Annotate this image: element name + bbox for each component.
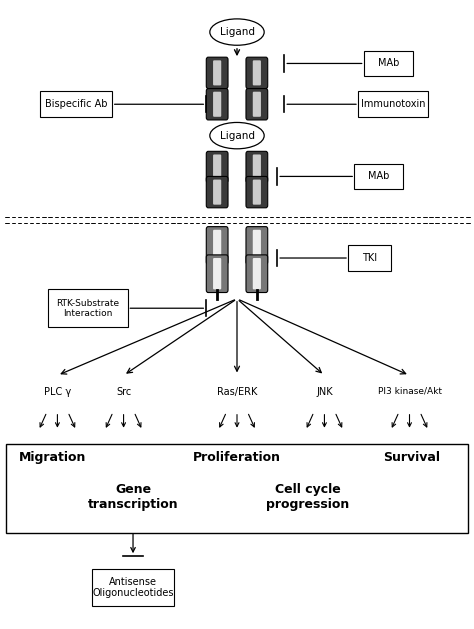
FancyBboxPatch shape: [213, 230, 221, 261]
Text: Gene
transcription: Gene transcription: [88, 482, 178, 511]
FancyBboxPatch shape: [358, 91, 428, 117]
Text: Migration: Migration: [19, 451, 86, 464]
Ellipse shape: [210, 123, 264, 149]
FancyBboxPatch shape: [253, 179, 261, 204]
FancyBboxPatch shape: [206, 89, 228, 120]
FancyBboxPatch shape: [246, 89, 268, 120]
FancyBboxPatch shape: [246, 176, 268, 208]
Text: Survival: Survival: [383, 451, 440, 464]
FancyBboxPatch shape: [364, 50, 412, 76]
Text: MAb: MAb: [368, 172, 390, 181]
Text: Src: Src: [116, 387, 131, 397]
Text: Ligand: Ligand: [219, 27, 255, 37]
FancyBboxPatch shape: [213, 155, 221, 179]
FancyBboxPatch shape: [246, 152, 268, 182]
FancyBboxPatch shape: [246, 226, 268, 264]
FancyBboxPatch shape: [6, 445, 468, 533]
FancyBboxPatch shape: [253, 230, 261, 261]
FancyBboxPatch shape: [355, 164, 403, 189]
Text: Immunotoxin: Immunotoxin: [361, 99, 425, 109]
FancyBboxPatch shape: [213, 92, 221, 117]
Text: RTK-Substrate
Interaction: RTK-Substrate Interaction: [56, 299, 120, 318]
Text: TKI: TKI: [362, 253, 377, 263]
Text: MAb: MAb: [378, 58, 399, 69]
FancyBboxPatch shape: [253, 92, 261, 117]
Text: JNK: JNK: [316, 387, 333, 397]
FancyBboxPatch shape: [348, 245, 391, 271]
FancyBboxPatch shape: [246, 57, 268, 89]
FancyBboxPatch shape: [40, 91, 112, 117]
FancyBboxPatch shape: [253, 258, 261, 289]
FancyBboxPatch shape: [246, 255, 268, 292]
FancyBboxPatch shape: [213, 258, 221, 289]
FancyBboxPatch shape: [206, 152, 228, 182]
FancyBboxPatch shape: [253, 60, 261, 86]
FancyBboxPatch shape: [206, 226, 228, 264]
Ellipse shape: [210, 19, 264, 45]
FancyBboxPatch shape: [253, 155, 261, 179]
FancyBboxPatch shape: [206, 255, 228, 292]
Text: PI3 kinase/Akt: PI3 kinase/Akt: [377, 387, 441, 396]
Text: PLC γ: PLC γ: [44, 387, 71, 397]
Text: Antisense
Oligonucleotides: Antisense Oligonucleotides: [92, 577, 174, 598]
FancyBboxPatch shape: [48, 289, 128, 327]
Text: Ligand: Ligand: [219, 131, 255, 141]
Text: Bispecific Ab: Bispecific Ab: [45, 99, 108, 109]
FancyBboxPatch shape: [213, 60, 221, 86]
Text: Cell cycle
progression: Cell cycle progression: [266, 482, 349, 511]
Text: Ras/ERK: Ras/ERK: [217, 387, 257, 397]
Text: Proliferation: Proliferation: [193, 451, 281, 464]
FancyBboxPatch shape: [213, 179, 221, 204]
FancyBboxPatch shape: [206, 57, 228, 89]
FancyBboxPatch shape: [92, 569, 174, 606]
FancyBboxPatch shape: [206, 176, 228, 208]
